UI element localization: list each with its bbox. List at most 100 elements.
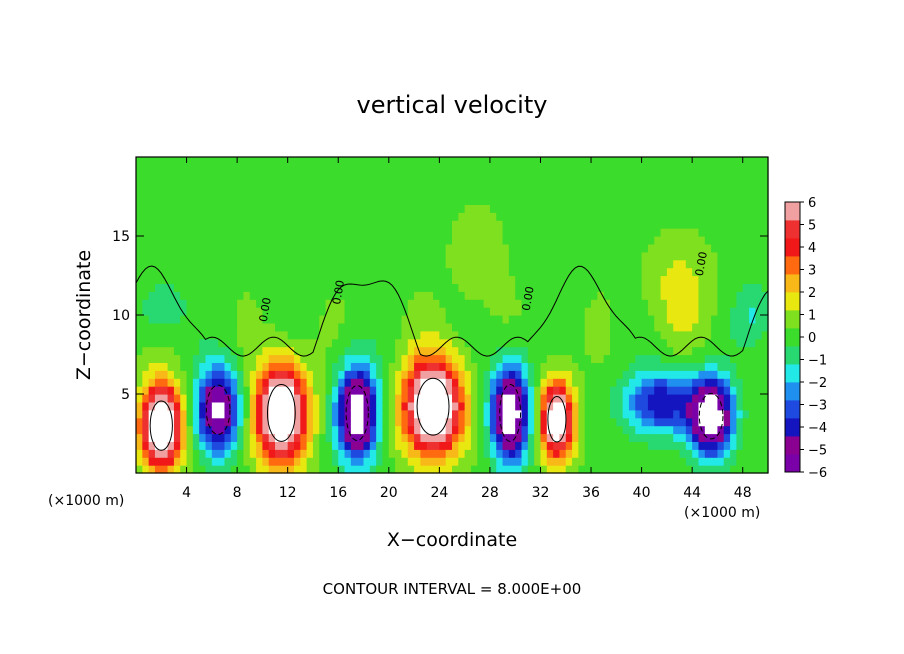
heatmap-cell [578,457,586,466]
heatmap-cell [452,196,459,205]
heatmap-cell [388,275,396,284]
heatmap-cell [591,180,598,190]
heatmap-cell [319,315,327,324]
heatmap-cell [616,322,624,332]
heatmap-cell [281,291,289,300]
heatmap-cell [312,251,320,261]
heatmap-cell [553,378,561,387]
heatmap-cell [534,157,542,166]
heatmap-cell [136,330,143,340]
heatmap-cell [344,164,352,174]
heatmap-cell [502,441,510,450]
heatmap-cell [736,433,744,442]
heatmap-cell [388,441,396,450]
heatmap-cell [224,157,232,166]
heatmap-cell [470,425,478,435]
heatmap-cell [325,378,333,387]
heatmap-cell [711,338,719,348]
heatmap-cell [597,322,605,332]
contour-lines: 0.000.00 0.000.00 [135,251,769,451]
heatmap-cell [654,188,662,198]
heatmap-cell [186,180,194,190]
heatmap-cell [256,409,263,419]
heatmap-cell [401,441,409,450]
heatmap-cell [243,441,251,450]
heatmap-cell [142,362,150,371]
heatmap-cell [489,425,497,435]
heatmap-cell [666,346,674,356]
heatmap-cell [325,441,333,450]
heatmap-cell [723,220,731,229]
heatmap-cell [256,425,263,435]
heatmap-cell [205,220,213,229]
heatmap-cell [622,465,630,474]
heatmap-cell [660,346,668,356]
heatmap-cell [211,236,219,245]
heatmap-cell [521,180,529,190]
heatmap-cell [464,259,472,269]
heatmap-cell [142,259,150,269]
heatmap-cell [723,299,731,308]
heatmap-cell [749,338,756,348]
heatmap-cell [369,243,377,253]
heatmap-cell [521,204,529,213]
heatmap-cell [641,243,649,253]
heatmap-cell [148,417,156,427]
heatmap-cell [256,346,263,356]
heatmap-cell [243,409,251,419]
heatmap-cell [357,228,365,237]
heatmap-cell [136,212,143,221]
heatmap-cell [426,409,434,419]
heatmap-cell [761,449,769,458]
heatmap-cell [205,157,213,166]
heatmap-cell [439,465,447,474]
heatmap-cell [161,386,169,395]
heatmap-cell [363,228,371,237]
heatmap-cell [572,283,579,292]
heatmap-cell [755,322,763,332]
heatmap-cell [420,291,428,300]
heatmap-cell [420,346,428,356]
heatmap-cell [357,236,365,245]
heatmap-cell [622,330,630,340]
heatmap-cell [192,409,200,419]
heatmap-cell [489,164,497,174]
heatmap-cell [597,401,605,411]
heatmap-cell [565,417,573,427]
heatmap-cell [515,267,523,277]
heatmap-cell [268,164,276,174]
heatmap-cell [470,330,478,340]
heatmap-cell [565,259,573,269]
heatmap-cell [154,196,162,205]
heatmap-cell [426,322,434,332]
heatmap-cell [369,315,377,324]
contour-label: 0.00 [520,285,537,311]
heatmap-cell [647,441,655,450]
heatmap-cell [161,346,169,356]
heatmap-cell [199,188,207,198]
heatmap-cell [553,441,561,450]
heatmap-cell [458,291,466,300]
heatmap-cell [578,378,586,387]
heatmap-cell [527,259,535,269]
heatmap-cell [237,322,245,332]
heatmap-cell [723,172,731,182]
heatmap-cell [458,275,466,284]
heatmap-cell [237,283,245,292]
heatmap-cell [647,275,655,284]
heatmap-cell [275,330,282,340]
contour-label: 0.00 [330,279,347,305]
heatmap-cell [363,259,371,269]
heatmap-cell [496,433,504,442]
heatmap-cell [628,188,636,198]
heatmap-cell [591,457,598,466]
heatmap-cell [230,275,238,284]
heatmap-cell [673,243,681,253]
heatmap-cell [199,449,207,458]
heatmap-cell [281,180,289,190]
heatmap-cell [616,172,624,182]
heatmap-cell [610,346,617,356]
heatmap-cell [711,362,719,371]
heatmap-cell [376,441,384,450]
heatmap-cell [546,243,554,253]
